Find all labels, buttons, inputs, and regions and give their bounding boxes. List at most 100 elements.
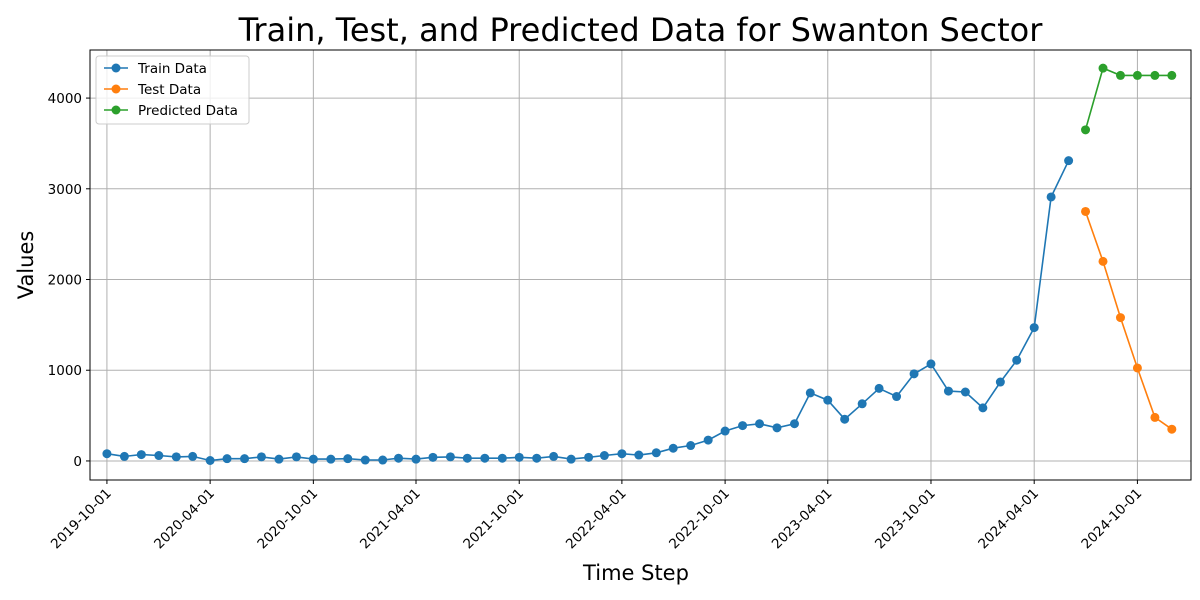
data-point: [926, 359, 936, 369]
series-predicted-data: [1081, 63, 1177, 135]
y-axis: 0 1000 2000 3000 4000: [48, 91, 90, 470]
y-tick-label: 0: [73, 454, 82, 470]
data-point: [308, 454, 318, 464]
data-point: [805, 388, 815, 398]
data-point: [772, 423, 782, 433]
x-axis: 2019-10-01 2020-04-01 2020-10-01 2021-04-01…: [48, 480, 1145, 552]
series-line: [106, 160, 1070, 462]
data-point: [1081, 125, 1091, 135]
y-tick-label: 3000: [48, 182, 82, 198]
x-tick-label: 2020-04-01: [151, 486, 218, 553]
data-point: [514, 452, 524, 462]
chart-title: Train, Test, and Predicted Data for Swan…: [238, 11, 1044, 49]
data-point: [943, 386, 953, 396]
data-point: [584, 452, 594, 462]
data-point: [549, 451, 559, 461]
legend-marker: [111, 84, 121, 94]
data-point: [909, 369, 919, 379]
data-point: [617, 449, 627, 459]
legend-frame: [95, 55, 250, 125]
y-tick-label: 1000: [48, 363, 82, 379]
data-point: [274, 454, 284, 464]
data-point: [462, 453, 472, 463]
data-point: [256, 452, 266, 462]
y-tick-label: 2000: [48, 273, 82, 289]
data-point: [240, 454, 250, 464]
data-point: [738, 421, 748, 431]
data-point: [1115, 70, 1125, 80]
series-test-data: [1081, 206, 1177, 434]
data-point: [686, 441, 696, 451]
data-point: [1132, 363, 1142, 373]
data-point: [1150, 70, 1160, 80]
data-point: [840, 414, 850, 424]
data-point: [1167, 424, 1177, 434]
x-tick-label: 2023-10-01: [872, 486, 939, 553]
legend-marker: [111, 63, 121, 73]
x-tick-label: 2022-04-01: [563, 486, 630, 553]
data-point: [411, 454, 421, 464]
data-point: [755, 419, 765, 429]
series-layer: [102, 63, 1177, 465]
data-point: [789, 419, 799, 429]
data-point: [343, 454, 353, 464]
plot-frame: [89, 49, 1192, 481]
data-point: [857, 399, 867, 409]
data-point: [1046, 192, 1056, 202]
legend-label: Train Data: [137, 61, 207, 77]
data-point: [532, 453, 542, 463]
data-point: [291, 452, 301, 462]
x-tick-label: 2024-10-01: [1078, 486, 1145, 553]
x-tick-label: 2022-10-01: [666, 486, 733, 553]
x-tick-label: 2021-04-01: [357, 486, 424, 553]
y-tick-label: 4000: [48, 91, 82, 107]
data-point: [703, 435, 713, 445]
data-point: [205, 455, 215, 465]
data-point: [497, 453, 507, 463]
data-point: [188, 451, 198, 461]
legend-item-test-data: Test Data: [104, 82, 201, 98]
legend: Train Data Test Data Predicted Data: [95, 55, 250, 125]
data-point: [634, 450, 644, 460]
data-point: [1081, 206, 1091, 216]
data-point: [1167, 70, 1177, 80]
data-point: [823, 395, 833, 405]
legend-item-train-data: Train Data: [104, 61, 207, 77]
data-point: [599, 451, 609, 461]
x-tick-label: 2021-10-01: [460, 486, 527, 553]
data-point: [445, 452, 455, 462]
data-point: [1150, 412, 1160, 422]
data-point: [960, 387, 970, 397]
data-point: [978, 403, 988, 413]
data-point: [1098, 256, 1108, 266]
series-line: [1084, 211, 1173, 430]
data-point: [1132, 70, 1142, 80]
data-point: [428, 452, 438, 462]
data-point: [651, 448, 661, 458]
data-point: [154, 451, 164, 461]
data-point: [995, 377, 1005, 387]
data-point: [720, 426, 730, 436]
x-tick-label: 2019-10-01: [48, 486, 115, 553]
data-point: [1115, 313, 1125, 323]
data-point: [326, 454, 336, 464]
data-point: [480, 453, 490, 463]
data-point: [171, 452, 181, 462]
legend-label: Predicted Data: [138, 103, 238, 119]
data-point: [668, 443, 678, 453]
y-axis-label: Values: [14, 231, 38, 300]
data-point: [360, 455, 370, 465]
legend-label: Test Data: [137, 82, 201, 98]
data-point: [378, 455, 388, 465]
data-point: [1012, 355, 1022, 365]
data-point: [119, 451, 129, 461]
x-tick-label: 2024-04-01: [975, 486, 1042, 553]
data-point: [874, 383, 884, 393]
data-point: [136, 450, 146, 460]
data-point: [892, 392, 902, 402]
data-point: [102, 449, 112, 459]
x-axis-label: Time Step: [582, 561, 689, 585]
series-train-data: [102, 156, 1074, 465]
data-point: [1064, 156, 1074, 166]
